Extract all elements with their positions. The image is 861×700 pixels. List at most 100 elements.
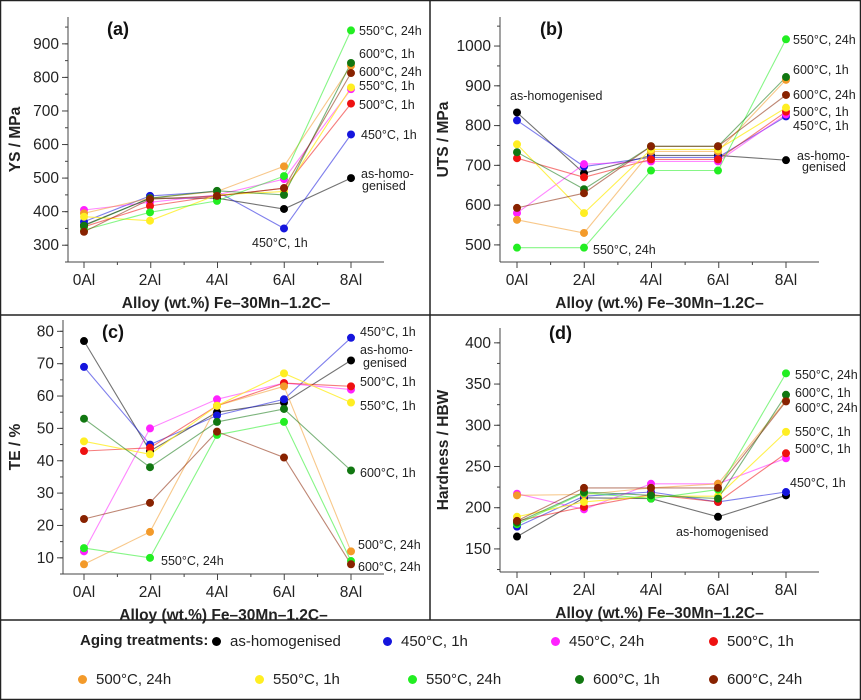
- data-point: [213, 191, 221, 200]
- legend-marker: [78, 675, 87, 684]
- annotation-label: 450°C, 1h: [361, 128, 417, 142]
- panel-b: 500 600 700 800 900 1000 0Al 2Al 4Al 6Al 8Al Alloy …: [435, 17, 856, 312]
- y-tick-label: 60: [37, 388, 55, 405]
- legend-label: 500°C, 1h: [727, 633, 794, 650]
- y-tick-label: 150: [465, 541, 491, 558]
- y-tick-label: 20: [37, 517, 55, 534]
- y-axis-title: TE / %: [7, 424, 24, 471]
- data-point: [80, 544, 88, 553]
- data-point: [513, 215, 521, 224]
- annotation-label: 600°C, 24h: [359, 65, 422, 79]
- legend-item: 550°C, 24h: [408, 671, 501, 688]
- data-point: [80, 560, 88, 569]
- y-tick-label: 600: [33, 137, 59, 154]
- legend-item: 600°C, 24h: [709, 671, 802, 688]
- x-tick-label: 0Al: [506, 272, 528, 289]
- data-point: [347, 398, 355, 407]
- y-tick-label: 80: [37, 323, 55, 340]
- data-point: [347, 58, 355, 67]
- legend-marker: [255, 675, 264, 684]
- data-point: [647, 142, 655, 151]
- y-tick-label: 400: [465, 335, 491, 352]
- data-point: [280, 224, 288, 233]
- data-point: [647, 166, 655, 175]
- data-point: [513, 203, 521, 212]
- y-tick-label: 400: [33, 204, 59, 221]
- y-tick-label: 1000: [457, 38, 492, 55]
- legend-item: 450°C, 24h: [551, 633, 644, 650]
- data-point: [80, 437, 88, 446]
- data-point: [280, 395, 288, 404]
- data-point: [280, 184, 288, 193]
- y-tick-label: 300: [465, 417, 491, 434]
- y-axis-title: Hardness / HBW: [435, 389, 452, 510]
- data-point: [513, 108, 521, 117]
- legend-label: 550°C, 24h: [426, 671, 502, 688]
- data-point: [782, 35, 790, 44]
- data-point: [347, 382, 355, 391]
- data-point: [80, 212, 88, 221]
- data-point: [280, 453, 288, 462]
- annotation-label: 600°C, 1h: [795, 386, 851, 400]
- annotation-label: 600°C, 1h: [360, 466, 416, 480]
- data-point: [647, 483, 655, 492]
- legend-marker: [575, 675, 584, 684]
- data-point: [714, 142, 722, 151]
- x-axis-title: Alloy (wt.%) Fe–30Mn–1.2C–: [119, 607, 328, 624]
- data-point: [580, 173, 588, 182]
- data-point: [347, 99, 355, 108]
- data-point: [782, 397, 790, 406]
- data-point: [80, 447, 88, 456]
- x-axis-title: Alloy (wt.%) Fe–30Mn–1.2C–: [555, 295, 764, 312]
- data-point: [580, 209, 588, 218]
- annotation-label: 550°C, 24h: [359, 24, 422, 38]
- data-point: [580, 189, 588, 198]
- x-tick-label: 0Al: [73, 272, 95, 289]
- annotation-label: 450°C, 1h: [252, 236, 308, 250]
- y-tick-label: 900: [465, 78, 491, 95]
- panel-c: 10 20 30 40 50 60 70 80 0Al 2Al 4Al 6Al 8Al Alloy (wt…: [7, 320, 421, 624]
- data-point: [347, 356, 355, 365]
- data-point: [714, 155, 722, 164]
- data-point: [146, 443, 154, 452]
- x-tick-label: 6Al: [273, 584, 295, 601]
- legend-marker: [551, 637, 560, 646]
- y-tick-label: 70: [37, 356, 55, 373]
- legend-item: 450°C, 1h: [383, 633, 468, 650]
- data-point: [146, 498, 154, 507]
- legend-label: 600°C, 24h: [727, 671, 803, 688]
- legend-marker: [212, 637, 221, 646]
- data-point: [782, 488, 790, 497]
- data-point: [213, 427, 221, 436]
- data-point: [347, 333, 355, 342]
- annotation-label: 600°C, 24h: [793, 88, 856, 102]
- x-tick-label: 2Al: [139, 272, 161, 289]
- data-point: [146, 216, 154, 225]
- y-tick-label: 900: [33, 36, 59, 53]
- data-point: [513, 243, 521, 252]
- y-tick-label: 250: [465, 458, 491, 475]
- y-axis-title: UTS / MPa: [435, 101, 452, 177]
- x-axis-title: Alloy (wt.%) Fe–30Mn–1.2C–: [555, 605, 764, 622]
- annotation-label: 600°C, 24h: [795, 401, 858, 415]
- data-point: [213, 411, 221, 420]
- data-point: [782, 390, 790, 399]
- data-point: [280, 162, 288, 171]
- data-point: [513, 491, 521, 500]
- legend-label: 450°C, 24h: [569, 633, 645, 650]
- x-tick-label: 8Al: [340, 272, 362, 289]
- x-tick-label: 6Al: [707, 272, 729, 289]
- annotation-label: genised: [363, 356, 407, 370]
- legend-label: 500°C, 24h: [96, 671, 172, 688]
- data-point: [513, 148, 521, 157]
- data-point: [580, 243, 588, 252]
- data-point: [580, 483, 588, 492]
- data-point: [146, 201, 154, 210]
- legend-item: 550°C, 1h: [255, 671, 340, 688]
- panel-d: 150 200 250 300 350 400 0Al 2Al 4Al 6Al 8Al Alloy (…: [435, 323, 858, 622]
- annotation-label: 550°C, 1h: [359, 79, 415, 93]
- data-point: [513, 116, 521, 125]
- y-axis-title: YS / MPa: [7, 106, 24, 172]
- legend-marker: [408, 675, 417, 684]
- data-point: [647, 155, 655, 164]
